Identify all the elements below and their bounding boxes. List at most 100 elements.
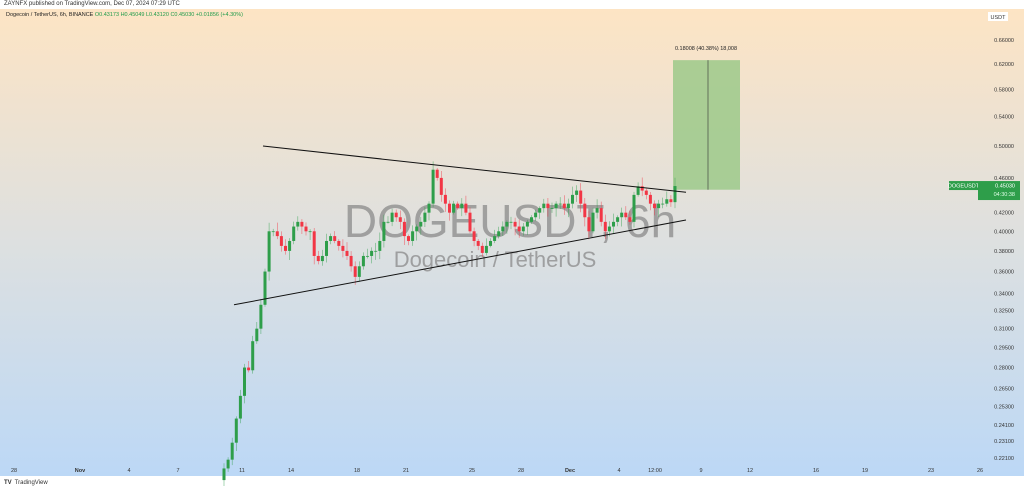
candle (255, 328, 259, 342)
candle (628, 217, 632, 222)
candle (435, 169, 439, 178)
candle (480, 245, 484, 253)
candle (320, 255, 324, 262)
candle (259, 304, 263, 329)
candle (341, 245, 345, 251)
candle (263, 271, 267, 305)
price-tick: 0.34000 (994, 291, 1014, 297)
candle (288, 240, 292, 251)
price-tick: 0.54000 (994, 115, 1014, 121)
price-tick: 0.38000 (994, 249, 1014, 255)
candle (657, 203, 661, 209)
candle (361, 255, 365, 267)
price-tick: 0.58000 (994, 87, 1014, 93)
price-tick: 0.23100 (994, 439, 1014, 445)
candle (279, 236, 283, 246)
candle (357, 266, 361, 277)
time-tick: 7 (176, 468, 179, 474)
candle (624, 212, 628, 218)
candle (497, 231, 501, 237)
legend-open: O0.43173 (94, 12, 120, 18)
candle (579, 190, 583, 204)
trendline-upper (262, 145, 687, 193)
brand-label: TradingView (14, 480, 48, 486)
time-tick: 21 (403, 468, 409, 474)
candle (394, 212, 398, 218)
time-tick: 23 (928, 468, 934, 474)
candle (238, 395, 242, 419)
candle (325, 240, 328, 256)
time-tick: 4 (617, 468, 620, 474)
candle (620, 212, 624, 218)
candle (595, 208, 599, 213)
candle (521, 226, 525, 232)
candle (566, 203, 570, 209)
candle (452, 203, 456, 213)
price-tick: 0.36000 (994, 270, 1014, 276)
legend-low: L0.43120 (145, 12, 169, 18)
candle (443, 194, 447, 204)
candle (562, 203, 566, 209)
price-tick: 0.46000 (994, 176, 1014, 182)
time-tick: 14 (288, 468, 294, 474)
candle (448, 203, 451, 213)
candle (292, 226, 296, 241)
time-tick: 18 (354, 468, 360, 474)
candle (234, 418, 238, 443)
price-tick: 0.42000 (994, 211, 1014, 217)
candle (489, 240, 492, 246)
candle (517, 226, 521, 232)
candle (464, 203, 468, 213)
price-tick: 0.29500 (994, 346, 1014, 352)
candle (665, 199, 669, 204)
symbol-price-tag (949, 181, 978, 191)
candle (296, 221, 300, 227)
currency-label: USDT (991, 15, 1007, 21)
candle (669, 199, 673, 203)
candle (366, 255, 369, 257)
price-tick: 0.66000 (994, 38, 1014, 44)
candle (640, 186, 644, 191)
candle (370, 250, 374, 256)
candle (554, 203, 558, 209)
candle (415, 226, 419, 232)
time-tick: 28 (11, 468, 17, 474)
candle (345, 250, 349, 256)
candle (591, 212, 595, 232)
time-tick: Dec (565, 468, 575, 474)
time-tick: 4 (127, 468, 130, 474)
price-tick: 0.26500 (994, 387, 1014, 393)
candle (431, 169, 435, 204)
candle (484, 245, 488, 253)
tradingview-logo-icon: TV (4, 480, 12, 486)
candle (575, 190, 579, 195)
candle (284, 245, 287, 251)
price-tick: 0.25300 (994, 404, 1014, 410)
candle (534, 212, 538, 218)
time-tick: 25 (469, 468, 475, 474)
candle (550, 208, 554, 209)
watermark-title: DOGEUSDT, 6h (344, 195, 676, 247)
footer: TV TradingView (4, 480, 48, 486)
price-tick: 0.32500 (994, 309, 1014, 315)
candle (571, 194, 574, 204)
candle (411, 231, 415, 241)
candle (226, 459, 230, 469)
candle (230, 442, 234, 460)
candle (316, 255, 320, 262)
time-tick: 12:00 (648, 468, 662, 474)
candle (378, 240, 382, 251)
candle (337, 240, 341, 246)
candle (616, 217, 620, 222)
chart-area[interactable] (0, 9, 1024, 476)
price-tick: 0.40000 (994, 229, 1014, 235)
price-tick: 0.50000 (994, 144, 1014, 150)
time-tick: 26 (977, 468, 983, 474)
candle (333, 236, 337, 241)
price-tick: 0.28000 (994, 366, 1014, 372)
measure-label: 0.18008 (40.38%) 18,008 (675, 46, 737, 52)
candle (632, 194, 636, 222)
candle (599, 208, 603, 222)
candle (603, 221, 607, 232)
